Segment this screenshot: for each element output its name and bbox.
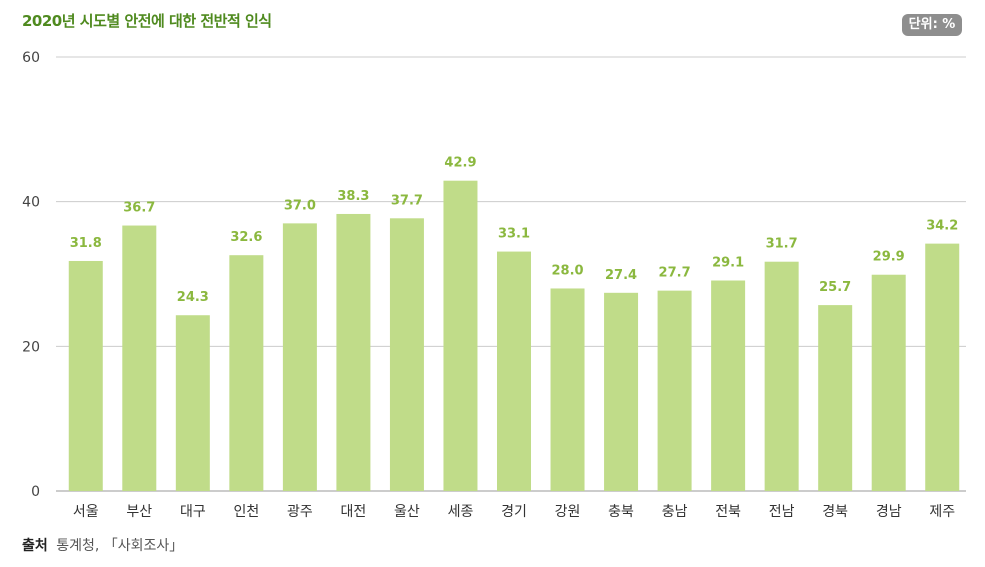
bar [68,260,103,491]
data-labels: 31.8 36.7 24.3 32.6 37.0 38.3 37.7 42.9 33.1 28.0… [70,156,959,306]
data-label: 36.7 [123,201,155,216]
data-label: 42.9 [444,156,476,171]
data-label: 27.4 [605,268,637,283]
data-label: 34.2 [926,219,958,234]
bar [657,290,692,491]
bar [497,251,531,491]
y-axis-ticks: 0 20 40 60 [22,50,40,500]
data-label: 28.0 [551,263,583,278]
bar [764,261,799,491]
data-label: 38.3 [337,189,369,204]
y-tick-label: 20 [22,339,40,355]
bar [229,255,264,491]
category-label: 전북 [715,504,741,520]
bar [818,305,853,491]
source-text: 통계청, 「사회조사」 [56,538,184,554]
category-label: 경남 [876,504,902,520]
category-label: 대전 [341,504,367,520]
category-label: 광주 [287,504,313,520]
category-label: 서울 [73,504,99,520]
data-label: 31.7 [766,237,798,252]
source-label: 출처 [22,538,48,554]
data-label: 27.7 [659,266,691,281]
y-tick-label: 0 [31,484,40,500]
category-label: 충북 [608,504,634,520]
data-label: 33.1 [498,227,530,242]
category-label: 부산 [126,504,152,520]
data-label: 25.7 [819,280,851,295]
bar [711,280,746,491]
data-label: 31.8 [70,236,102,251]
bar [443,180,478,491]
category-label: 제주 [929,504,955,520]
data-label: 37.0 [284,198,316,213]
bar [122,225,157,491]
y-tick-label: 40 [22,195,40,211]
y-tick-label: 60 [22,50,40,66]
category-label: 인천 [233,504,259,520]
bar [925,243,960,491]
category-label: 충남 [662,504,688,520]
category-label: 경북 [822,504,848,520]
unit-badge: 단위: % [902,14,962,36]
bar [175,315,210,491]
bar [604,292,639,491]
category-label: 세종 [448,504,474,520]
bar [336,213,371,492]
category-label: 울산 [394,504,420,520]
bars [68,180,960,492]
data-label: 29.1 [712,256,744,271]
data-label: 37.7 [391,193,423,208]
chart-title: 2020년 시도별 안전에 대한 전반적 인식 [22,12,272,30]
bar [282,223,317,491]
data-label: 24.3 [177,290,209,305]
data-label: 29.9 [873,250,905,265]
bar [550,288,585,491]
x-axis-categories: 서울 부산 대구 인천 광주 대전 울산 세종 경기 강원 충북 충남 전북 전남 경북 경남 제주 [73,504,955,520]
data-label: 32.6 [230,230,262,245]
bar [389,218,424,491]
bar [871,274,906,491]
category-label: 대구 [180,504,206,520]
category-label: 강원 [555,504,581,520]
category-label: 전남 [769,504,795,520]
source-note: 출처 통계청, 「사회조사」 [22,535,183,555]
category-label: 경기 [501,504,527,520]
